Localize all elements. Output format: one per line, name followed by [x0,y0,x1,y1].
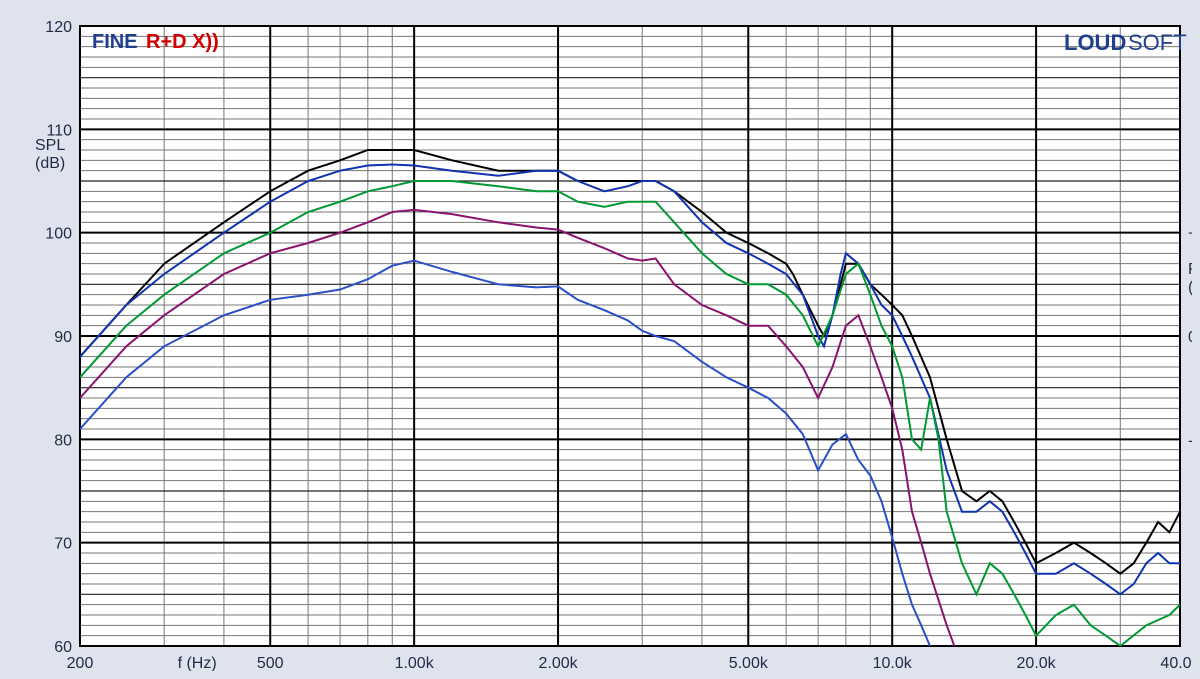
y2-tick: -180 [1188,432,1192,449]
brand-fine: FINE [92,31,138,53]
chart-svg: 60708090100110120SPL(dB)+1800-180Phase(d… [8,8,1192,671]
x-tick: 1.00k [395,655,435,671]
x-tick: 2.00k [538,655,578,671]
x-tick: 20.0k [1017,655,1057,671]
y-tick: 120 [45,19,72,36]
x-tick: 5.00k [729,655,769,671]
y2-axis-label: Phase [1188,261,1192,278]
y-tick: 100 [45,226,72,243]
x-tick: 10.0k [873,655,913,671]
y-tick: 80 [54,432,72,449]
y-tick: 60 [54,639,72,656]
y2-tick: +180 [1188,226,1192,243]
x-tick: 200 [67,655,94,671]
chart-container: 60708090100110120SPL(dB)+1800-180Phase(d… [8,8,1192,671]
y2-axis-label: (deg.) [1188,279,1192,296]
brand-rdx: R+D X)) [146,31,219,53]
x-tick: 500 [257,655,284,671]
x-tick: 40.0k [1160,655,1192,671]
y-tick: 90 [54,329,72,346]
y-axis-label: (dB) [35,155,65,172]
brand-loud: LOUD [1064,30,1126,55]
brand-soft: SOFT [1128,30,1187,55]
y2-tick: 0 [1188,329,1192,346]
x-axis-label: f (Hz) [178,655,217,671]
y-axis-label: SPL [35,137,65,154]
y-tick: 70 [54,536,72,553]
